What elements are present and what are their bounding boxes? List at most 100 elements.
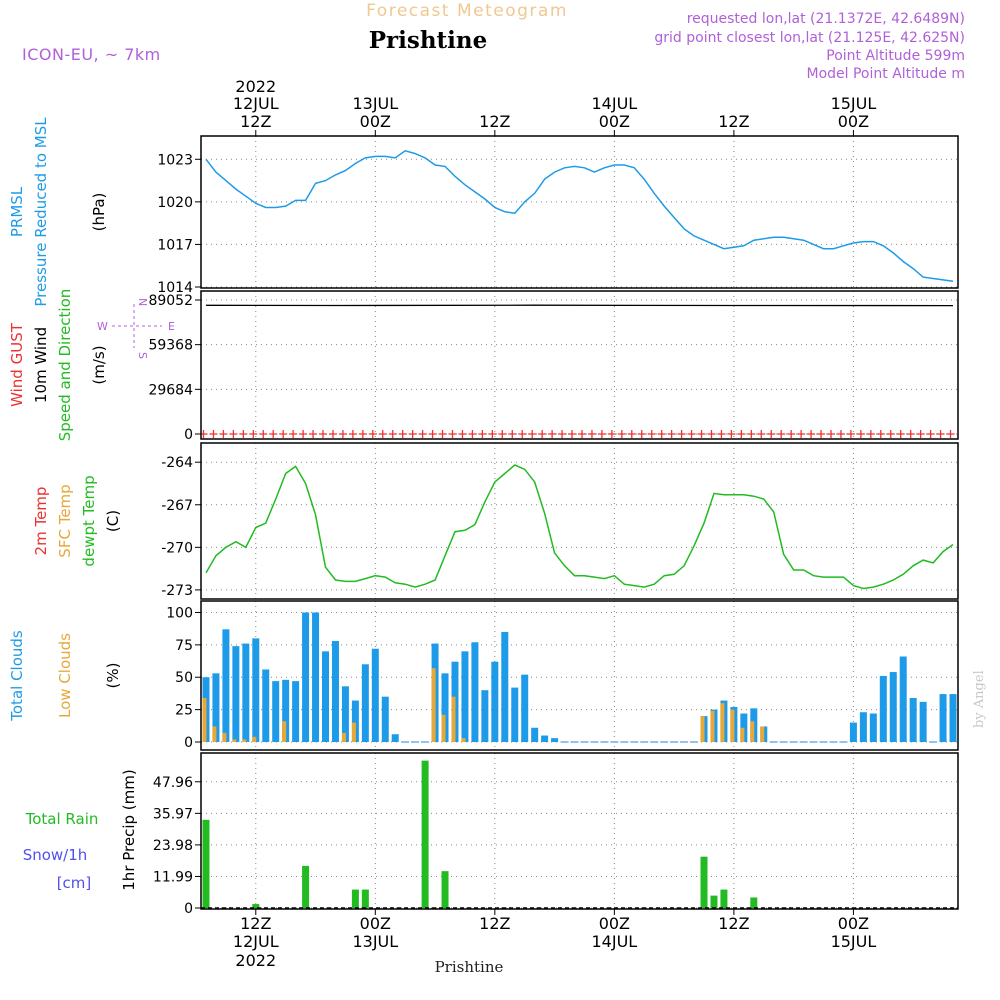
side-label: (hPa)	[90, 193, 108, 232]
location-title: Prishtine	[369, 27, 488, 54]
product-title: Forecast Meteogram	[366, 1, 568, 21]
total-cloud-bar	[521, 674, 529, 742]
gust-marker	[687, 430, 696, 438]
gust-marker	[647, 430, 656, 438]
gust-marker	[657, 430, 666, 438]
gust-marker	[508, 430, 517, 438]
gust-marker	[627, 430, 636, 438]
rain-bar	[351, 889, 359, 908]
ytick-label: 0	[184, 901, 193, 917]
rain-bar	[441, 871, 449, 908]
gust-marker	[328, 430, 337, 438]
top-hour-label: 12Z	[240, 112, 271, 131]
gust-marker	[408, 430, 417, 438]
low-cloud-bar	[431, 668, 436, 742]
gust-marker	[767, 430, 776, 438]
panel-frame	[200, 135, 959, 289]
total-cloud-bar	[242, 643, 250, 742]
low-cloud-bar	[700, 716, 705, 742]
rain-bar	[750, 897, 758, 908]
total-cloud-bar	[889, 672, 897, 742]
ytick-label: 23.98	[153, 838, 193, 854]
top-hour-label: 12Z	[479, 112, 510, 131]
compass-north: N	[136, 298, 149, 306]
side-label: Speed and Direction	[56, 289, 74, 442]
gust-marker	[418, 430, 427, 438]
ytick-label: 0	[184, 735, 193, 751]
low-cloud-bar	[351, 722, 356, 742]
rain-bar	[700, 856, 708, 908]
ytick-label: -273	[161, 583, 193, 599]
gust-marker	[617, 430, 626, 438]
gust-marker	[398, 430, 407, 438]
gust-marker	[577, 430, 586, 438]
gust-marker	[587, 430, 596, 438]
compass-east: E	[168, 320, 175, 333]
low-cloud-bar	[242, 739, 247, 742]
total-cloud-bar	[481, 690, 489, 742]
total-cloud-bar	[302, 612, 310, 742]
panel-frame	[200, 600, 959, 751]
model-label: ICON-EU, ~ 7km	[22, 45, 161, 64]
low-cloud-bar	[730, 709, 735, 742]
gust-marker	[299, 430, 308, 438]
gust-marker	[209, 430, 218, 438]
ytick-label: 75	[175, 638, 193, 654]
gust-marker	[757, 430, 766, 438]
grid-point-coords: grid point closest lon,lat (21.125E, 42.…	[654, 30, 965, 46]
gust-marker	[737, 430, 746, 438]
gust-marker	[558, 430, 567, 438]
side-label: Total Clouds	[8, 630, 26, 722]
gust-marker	[916, 430, 925, 438]
gust-marker	[846, 430, 855, 438]
gust-marker	[807, 430, 816, 438]
top-hour-label: 00Z	[838, 112, 869, 131]
gust-marker	[568, 430, 577, 438]
low-cloud-bar	[441, 714, 446, 742]
snow-label: Snow/1h	[23, 846, 88, 864]
gust-marker	[309, 430, 318, 438]
gust-marker	[906, 430, 915, 438]
gust-marker	[438, 430, 447, 438]
compass-west: W	[97, 320, 108, 333]
gust-marker	[836, 430, 845, 438]
total-cloud-bar	[859, 712, 867, 742]
bottom-hour-label: 12Z	[718, 914, 749, 933]
gust-marker	[866, 430, 875, 438]
low-cloud-bar	[720, 703, 725, 742]
panel-frame	[200, 442, 959, 600]
total-cloud-bar	[292, 681, 300, 742]
low-cloud-bar	[202, 697, 207, 742]
top-date-label: 12JUL	[233, 94, 279, 113]
gust-marker	[607, 430, 616, 438]
gust-marker	[777, 430, 786, 438]
gust-marker	[727, 430, 736, 438]
top-date-label: 15JUL	[831, 94, 877, 113]
panels: 1014 1017 1020 1023 PRMSL Pressure Reduced to…	[8, 117, 959, 917]
bottom-year-label: 2022	[235, 951, 276, 970]
rain-label: Total Rain	[25, 810, 99, 828]
ytick-label: 1017	[157, 237, 193, 253]
credit-watermark: by Angel	[972, 670, 987, 728]
gust-marker	[458, 430, 467, 438]
side-label: (C)	[104, 510, 122, 532]
rain-bar	[302, 865, 310, 908]
total-cloud-bar	[371, 648, 379, 742]
ytick-label: 47.96	[153, 775, 193, 791]
total-cloud-bar	[331, 640, 339, 742]
top-hour-label: 12Z	[718, 112, 749, 131]
side-label: SFC Temp	[56, 484, 74, 557]
gust-marker	[926, 430, 935, 438]
gust-marker	[528, 430, 537, 438]
gust-marker	[219, 430, 228, 438]
gust-marker	[896, 430, 905, 438]
side-label: 2m Temp	[32, 487, 50, 556]
low-cloud-bar	[212, 726, 217, 742]
gust-marker	[667, 430, 676, 438]
side-label: 10m Wind	[32, 327, 50, 403]
total-cloud-bar	[939, 694, 947, 742]
rain-bar	[421, 760, 429, 908]
bottom-date-label: 15JUL	[831, 932, 877, 951]
ytick-label: 100	[166, 605, 193, 621]
